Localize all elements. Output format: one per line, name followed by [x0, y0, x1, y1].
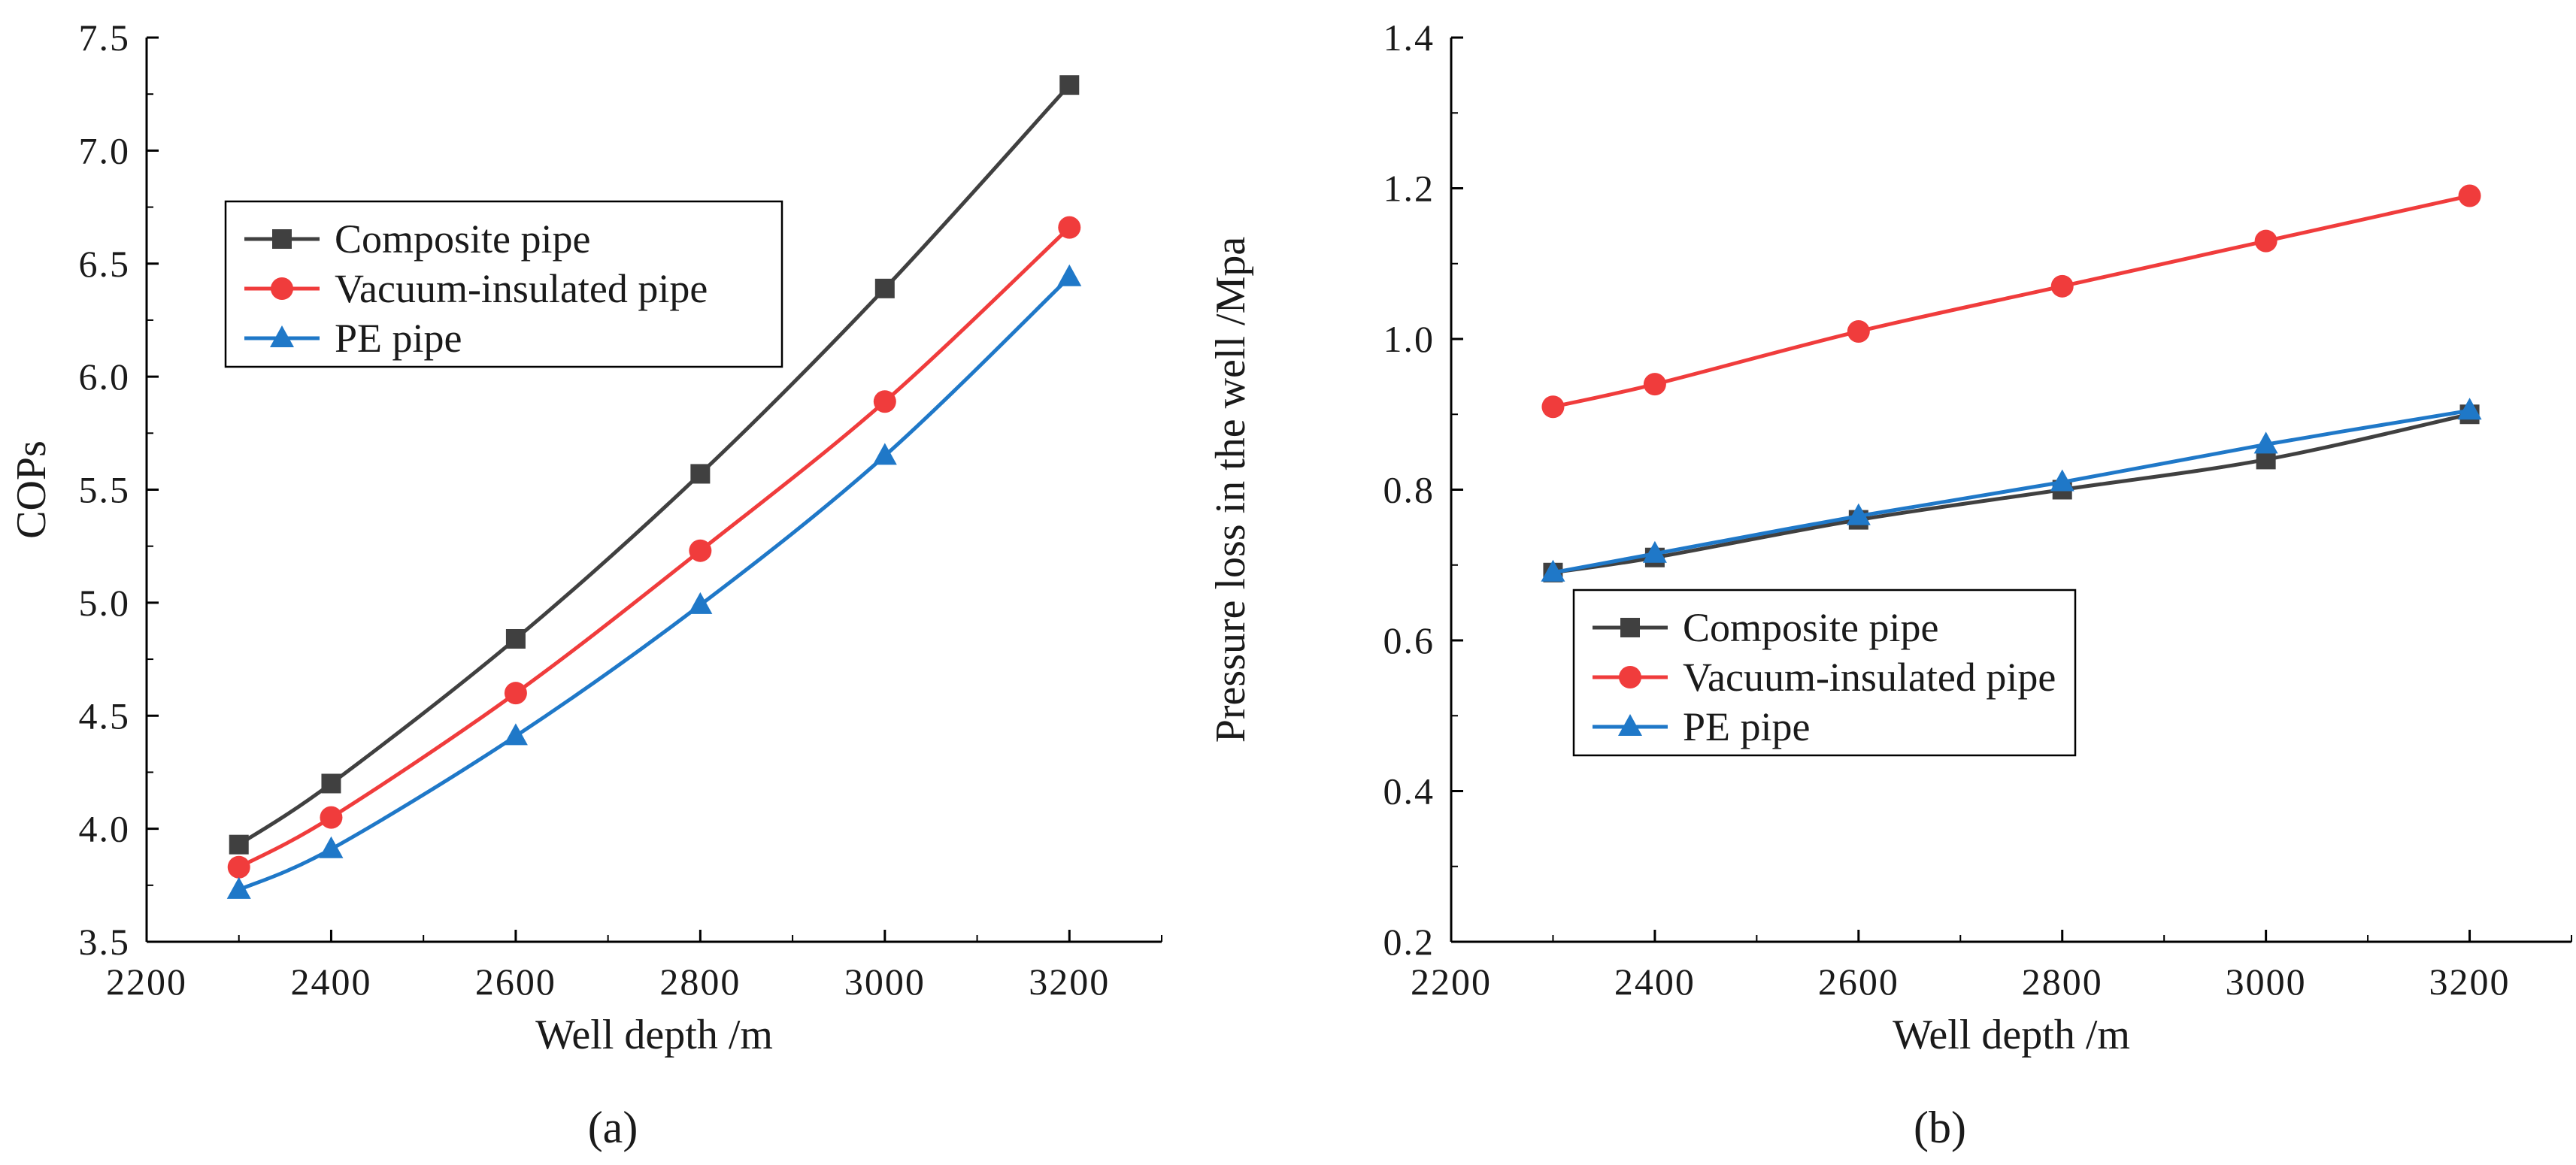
y-tick-label: 6.0	[79, 356, 131, 398]
x-axis-title: Well depth /m	[535, 1012, 773, 1058]
y-tick-label: 7.5	[79, 17, 131, 59]
x-tick-label: 2800	[2022, 961, 2103, 1003]
data-point	[2457, 398, 2482, 420]
y-tick-label: 3.5	[79, 921, 131, 963]
legend-marker	[1618, 714, 1642, 736]
data-point	[690, 464, 711, 484]
x-tick-label: 3200	[2429, 961, 2511, 1003]
data-point	[229, 834, 249, 855]
legend-marker	[1619, 666, 1641, 688]
data-point	[872, 443, 897, 465]
y-tick-label: 0.6	[1383, 619, 1435, 661]
y-tick-label: 1.4	[1383, 17, 1435, 59]
y-axis-title: Pressure loss in the well /Mpa	[1208, 237, 1254, 743]
x-tick-label: 2200	[1411, 961, 1492, 1003]
y-tick-label: 6.5	[79, 243, 131, 285]
data-point	[688, 592, 713, 614]
legend-label: PE pipe	[335, 316, 462, 361]
x-tick-label: 3000	[844, 961, 926, 1003]
data-point	[321, 773, 341, 794]
data-point	[873, 390, 896, 413]
legend-label: Composite pipe	[1683, 605, 1938, 650]
legend-label: Composite pipe	[335, 216, 590, 262]
y-tick-label: 5.0	[79, 582, 131, 624]
data-point	[227, 855, 250, 879]
data-point	[1642, 540, 1667, 563]
panel-label: (b)	[1914, 1103, 1966, 1152]
data-point	[1643, 373, 1666, 396]
panel-b: 0.2 0.4 0.6 0.8 1.0 1.2 1.4 2200 2400 2600 2800 300…	[1208, 17, 2572, 1152]
series-line	[1552, 408, 2470, 575]
x-tick-label: 3000	[2226, 961, 2307, 1003]
data-point	[504, 682, 527, 705]
series-line	[238, 275, 1071, 892]
data-point	[2050, 469, 2074, 492]
data-point	[2253, 431, 2278, 454]
data-point	[1541, 395, 1565, 419]
series-line	[1552, 194, 2471, 409]
data-point	[1846, 503, 1871, 525]
legend-label: Vacuum-insulated pipe	[1683, 655, 2056, 700]
x-tick-label: 2400	[290, 961, 371, 1003]
data-point	[874, 278, 895, 298]
data-point	[1541, 559, 1565, 582]
legend-label: Vacuum-insulated pipe	[335, 266, 708, 311]
data-point	[1058, 216, 1081, 239]
x-tick-label: 2600	[475, 961, 556, 1003]
data-point	[2254, 229, 2277, 253]
y-tick-label: 7.0	[79, 129, 131, 171]
y-tick-label: 1.2	[1383, 168, 1435, 210]
data-point	[1059, 75, 1080, 95]
y-tick-label: 4.0	[79, 808, 131, 850]
legend-marker	[1620, 618, 1640, 637]
data-point	[503, 723, 528, 746]
x-tick-label: 2200	[106, 961, 187, 1003]
x-tick-label: 3200	[1029, 961, 1110, 1003]
y-tick-label: 5.5	[79, 469, 131, 511]
y-tick-label: 0.8	[1383, 469, 1435, 511]
panel-a: 3.5 4.0 4.5 5.0 5.5 6.0 6.5 7.0 7.5 2200 2400 2600 2…	[8, 17, 1162, 1152]
data-point	[226, 876, 251, 899]
series-line	[238, 83, 1071, 846]
x-tick-label: 2800	[659, 961, 741, 1003]
x-axis-title: Well depth /m	[1893, 1012, 2130, 1058]
legend-marker	[272, 229, 292, 249]
y-tick-label: 1.0	[1383, 318, 1435, 360]
legend-label: PE pipe	[1683, 704, 1811, 749]
data-point	[2458, 184, 2481, 207]
data-point	[689, 539, 712, 562]
data-point	[320, 806, 343, 829]
x-tick-label: 2600	[1818, 961, 1899, 1003]
y-tick-label: 0.2	[1383, 921, 1435, 963]
y-tick-label: 0.4	[1383, 770, 1435, 812]
y-axis-title: COPs	[8, 440, 55, 539]
data-point	[319, 836, 344, 858]
data-point	[1057, 264, 1082, 286]
x-tick-label: 2400	[1614, 961, 1696, 1003]
legend-marker	[271, 277, 293, 300]
data-point	[2050, 274, 2074, 298]
panel-label: (a)	[588, 1103, 638, 1152]
data-point	[505, 628, 526, 649]
data-point	[1847, 319, 1870, 343]
y-tick-label: 4.5	[79, 694, 131, 737]
legend-marker	[270, 325, 294, 347]
